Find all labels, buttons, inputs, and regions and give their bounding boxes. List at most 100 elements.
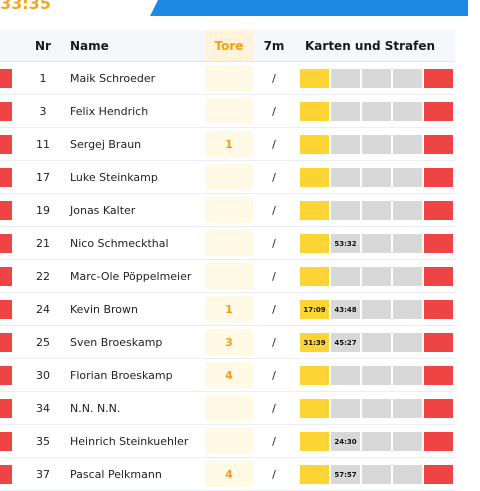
table-row[interactable]: 19 Jonas Kalter / [0, 194, 455, 227]
match-score: 33:35 [0, 0, 51, 13]
red-card-box [424, 399, 453, 418]
table-row[interactable]: 11 Sergej Braun 1 / [0, 128, 455, 161]
suspension-box-1: 57:57 [331, 465, 360, 484]
suspension-box-2 [362, 69, 391, 88]
yellow-card-box [300, 234, 329, 253]
suspension-box-2 [362, 168, 391, 187]
penalty-boxes: 31:39 45:27 [300, 333, 453, 352]
red-card-box [424, 432, 453, 451]
yellow-card-box [300, 168, 329, 187]
table-row[interactable]: 37 Pascal Pelkmann 4 / 57:57 [0, 458, 455, 491]
penalty-boxes [300, 69, 453, 88]
team-color-marker [0, 300, 12, 319]
penalty-boxes: 57:57 [300, 465, 453, 484]
player-seven-m: / [272, 71, 276, 85]
player-name: Pascal Pelkmann [70, 467, 162, 481]
player-table: Nr Name Tore 7m Karten und Strafen 1 Mai… [0, 30, 455, 491]
red-card-box [424, 366, 453, 385]
suspension-box-2 [362, 267, 391, 286]
team-color-marker [0, 201, 12, 220]
player-number: 37 [36, 467, 50, 481]
top-bar: 33:35 [0, 0, 480, 16]
table-row[interactable]: 24 Kevin Brown 1 / 17:09 43:48 [0, 293, 455, 326]
penalty-boxes: 24:30 [300, 432, 453, 451]
player-name: Kevin Brown [70, 302, 138, 316]
player-seven-m: / [272, 236, 276, 250]
yellow-card-box [300, 399, 329, 418]
table-row[interactable]: 34 N.N. N.N. / [0, 392, 455, 425]
penalty-boxes [300, 201, 453, 220]
penalty-boxes [300, 366, 453, 385]
column-header-7m[interactable]: 7m [263, 38, 285, 53]
yellow-card-box [300, 267, 329, 286]
suspension-box-2 [362, 201, 391, 220]
team-color-marker [0, 399, 12, 418]
player-number: 17 [36, 170, 50, 184]
player-goals [205, 161, 253, 193]
player-goals: 4 [225, 368, 233, 382]
table-row[interactable]: 25 Sven Broeskamp 3 / 31:39 45:27 [0, 326, 455, 359]
suspension-box-3 [393, 300, 422, 319]
suspension-box-3 [393, 168, 422, 187]
red-card-box [424, 168, 453, 187]
table-row[interactable]: 17 Luke Steinkamp / [0, 161, 455, 194]
column-header-tore[interactable]: Tore [214, 38, 244, 53]
red-card-box [424, 267, 453, 286]
suspension-box-2 [362, 333, 391, 352]
team-color-marker [0, 135, 12, 154]
yellow-card-box [300, 102, 329, 121]
red-card-box [424, 135, 453, 154]
player-goals: 1 [225, 137, 233, 151]
team-color-marker [0, 333, 12, 352]
yellow-card-box [300, 69, 329, 88]
table-header: Nr Name Tore 7m Karten und Strafen [0, 30, 455, 62]
suspension-box-3 [393, 102, 422, 121]
player-number: 22 [36, 269, 50, 283]
penalty-boxes [300, 102, 453, 121]
suspension-box-1 [331, 69, 360, 88]
table-row[interactable]: 30 Florian Broeskamp 4 / [0, 359, 455, 392]
red-card-box [424, 69, 453, 88]
player-seven-m: / [272, 335, 276, 349]
suspension-box-2 [362, 432, 391, 451]
yellow-card-box [300, 432, 329, 451]
team-color-marker [0, 465, 12, 484]
player-number: 34 [36, 401, 50, 415]
player-number: 21 [36, 236, 50, 250]
suspension-box-2 [362, 135, 391, 154]
table-body: 1 Maik Schroeder / 3 Felix Hendrich / 11… [0, 62, 455, 491]
team-color-marker [0, 69, 12, 88]
suspension-box-2 [362, 234, 391, 253]
player-name: Sven Broeskamp [70, 335, 163, 349]
column-header-karten[interactable]: Karten und Strafen [305, 38, 436, 53]
suspension-box-1 [331, 168, 360, 187]
column-header-name[interactable]: Name [70, 38, 109, 53]
player-number: 24 [36, 302, 50, 316]
suspension-box-3 [393, 69, 422, 88]
table-row[interactable]: 22 Marc-Ole Pöppelmeier / [0, 260, 455, 293]
suspension-box-2 [362, 300, 391, 319]
player-number: 25 [36, 335, 50, 349]
suspension-box-3 [393, 432, 422, 451]
player-goals [205, 392, 253, 424]
player-seven-m: / [272, 434, 276, 448]
suspension-box-3 [393, 201, 422, 220]
player-goals [205, 227, 253, 259]
red-card-box [424, 300, 453, 319]
suspension-box-1 [331, 102, 360, 121]
penalty-boxes: 17:09 43:48 [300, 300, 453, 319]
table-row[interactable]: 3 Felix Hendrich / [0, 95, 455, 128]
player-number: 30 [36, 368, 50, 382]
player-name: N.N. N.N. [70, 401, 121, 415]
suspension-box-3 [393, 366, 422, 385]
player-name: Maik Schroeder [70, 71, 156, 85]
table-row[interactable]: 1 Maik Schroeder / [0, 62, 455, 95]
player-name: Luke Steinkamp [70, 170, 158, 184]
table-row[interactable]: 35 Heinrich Steinkuehler / 24:30 [0, 425, 455, 458]
yellow-card-box: 31:39 [300, 333, 329, 352]
penalty-boxes [300, 399, 453, 418]
column-header-nr[interactable]: Nr [35, 38, 51, 53]
player-goals: 4 [225, 467, 233, 481]
table-row[interactable]: 21 Nico Schmeckthal / 53:32 [0, 227, 455, 260]
player-seven-m: / [272, 203, 276, 217]
